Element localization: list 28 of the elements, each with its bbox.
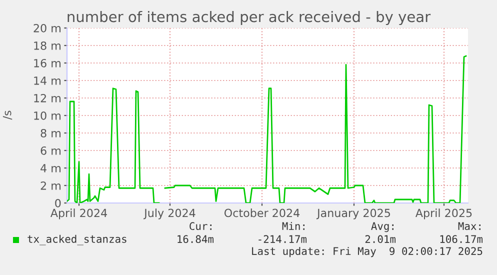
text: Max: — [458, 222, 480, 230]
y-tick-label: 14 m — [34, 76, 60, 85]
x-tick-label: January 2025 — [316, 208, 390, 220]
y-tick-label: 16 m — [34, 58, 60, 68]
y-tick-label: 0 — [55, 198, 61, 208]
y-tick-label: 18 m — [34, 41, 60, 50]
text: -214.17m — [258, 235, 307, 243]
y-tick-label: 4 m — [40, 164, 60, 172]
y-axis-title: /s — [2, 110, 12, 120]
text: 106.17m — [440, 235, 483, 244]
y-tick-label: 8 m — [40, 128, 60, 138]
text: Avg: — [371, 222, 394, 232]
text: 16.84m — [178, 235, 214, 244]
y-tick-label: 12 m — [34, 94, 60, 102]
x-tick-label: April 2024 — [50, 208, 107, 220]
text: 2.01m — [365, 235, 396, 244]
x-tick-label: October 2024 — [224, 208, 300, 218]
y-tick-label: 6 m — [40, 146, 60, 155]
y-tick-label: 2 m — [40, 181, 60, 190]
y-tick-label: 10 m — [34, 111, 60, 120]
text: Cur: — [190, 222, 212, 230]
x-tick-label: April 2025 — [415, 208, 472, 220]
x-tick-label: July 2024 — [144, 208, 196, 220]
text: Min: — [282, 222, 304, 230]
legend-label: tx_acked_stanzas — [28, 234, 126, 246]
chart-title: number of items acked per ack received - by year — [68, 10, 431, 26]
text: Last update: Fri May 9 02:00:17 2025 — [252, 246, 482, 258]
y-tick-label: 20 m — [34, 24, 60, 32]
